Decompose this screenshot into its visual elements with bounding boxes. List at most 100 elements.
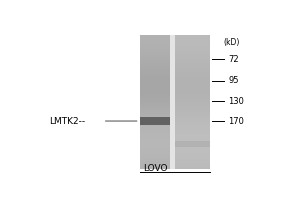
Bar	[140, 155, 170, 156]
Bar	[140, 123, 170, 124]
Bar	[140, 37, 170, 38]
Bar	[175, 86, 209, 87]
Bar	[140, 68, 170, 69]
Bar	[140, 129, 170, 130]
Bar	[170, 35, 175, 169]
Bar	[140, 38, 170, 39]
Bar	[175, 103, 209, 104]
Bar	[175, 149, 209, 150]
Bar	[175, 71, 209, 72]
Bar	[175, 121, 209, 122]
Bar	[140, 125, 170, 126]
Bar	[175, 54, 209, 55]
Bar	[175, 151, 209, 152]
Bar	[175, 97, 209, 98]
Bar	[175, 100, 209, 101]
Bar	[175, 66, 209, 67]
Bar	[140, 83, 170, 84]
Bar	[175, 135, 209, 136]
Bar	[175, 126, 209, 127]
Bar	[175, 165, 209, 167]
Bar	[140, 57, 170, 58]
Bar	[175, 45, 209, 46]
Bar	[175, 141, 209, 142]
Bar	[140, 93, 170, 94]
Bar	[175, 68, 209, 69]
Bar	[175, 153, 209, 154]
Bar	[140, 86, 170, 87]
Bar	[140, 124, 170, 125]
Bar	[140, 140, 170, 141]
Bar	[140, 163, 170, 164]
Text: 72: 72	[228, 55, 239, 64]
Bar	[140, 112, 170, 113]
Bar	[140, 124, 170, 125]
Bar	[140, 124, 170, 125]
Bar	[140, 94, 170, 95]
Bar	[175, 55, 209, 56]
Bar	[175, 58, 209, 59]
Bar	[140, 168, 170, 169]
Bar	[140, 62, 170, 63]
Bar	[175, 161, 209, 162]
Bar	[140, 132, 170, 133]
Bar	[140, 40, 170, 41]
Bar	[175, 150, 209, 151]
Bar	[140, 124, 170, 125]
Bar	[175, 82, 209, 83]
Bar	[140, 133, 170, 134]
Bar	[175, 148, 209, 149]
Bar	[140, 35, 170, 36]
Bar	[175, 41, 209, 43]
Bar	[175, 48, 209, 49]
Bar	[140, 47, 170, 48]
Bar	[175, 62, 209, 63]
Text: 130: 130	[228, 97, 244, 106]
Bar	[140, 152, 170, 153]
Bar	[140, 165, 170, 167]
Bar	[175, 60, 209, 62]
Bar	[140, 130, 170, 131]
Text: (kD): (kD)	[224, 38, 240, 47]
Bar	[175, 113, 209, 114]
Bar	[140, 137, 170, 139]
Bar	[140, 154, 170, 155]
Bar	[140, 103, 170, 104]
Bar	[175, 122, 209, 123]
Bar	[140, 134, 170, 135]
Bar	[140, 43, 170, 44]
Bar	[140, 49, 170, 50]
Bar	[140, 87, 170, 88]
Bar	[175, 73, 209, 74]
Bar	[140, 36, 170, 37]
Bar	[175, 106, 209, 107]
Bar	[175, 102, 209, 103]
Bar	[140, 135, 170, 136]
Bar	[140, 98, 170, 100]
Text: LOVO: LOVO	[143, 164, 167, 173]
Bar	[175, 125, 209, 126]
Bar	[140, 142, 170, 143]
Bar	[140, 71, 170, 72]
Bar	[140, 100, 170, 101]
Bar	[175, 53, 209, 54]
Bar	[140, 69, 170, 71]
Bar	[140, 41, 170, 43]
Bar	[140, 97, 170, 98]
Bar	[140, 102, 170, 103]
Bar	[140, 113, 170, 114]
Bar	[175, 89, 209, 91]
Bar	[140, 124, 170, 125]
Bar	[140, 45, 170, 46]
Bar	[140, 144, 170, 145]
Bar	[175, 96, 209, 97]
Bar	[175, 139, 209, 140]
Bar	[175, 115, 209, 116]
Bar	[175, 104, 209, 105]
Bar	[175, 160, 209, 161]
Bar	[140, 116, 170, 117]
Bar	[175, 74, 209, 75]
Bar	[140, 124, 170, 125]
Bar	[140, 96, 170, 97]
Bar	[175, 67, 209, 68]
